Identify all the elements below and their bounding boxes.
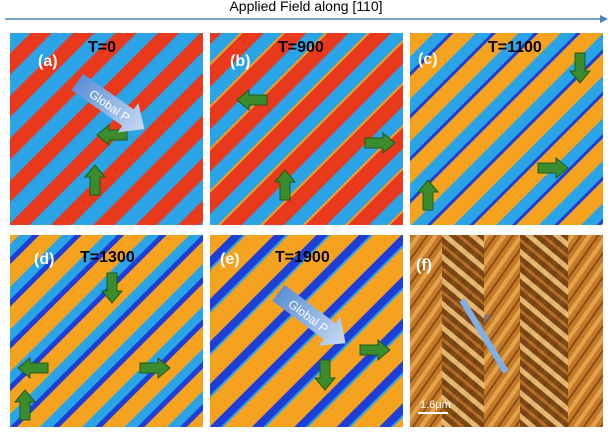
scale-label: 1.6μm [420, 399, 451, 411]
panel-caption: T=0 [88, 39, 116, 56]
panel-caption: T=1300 [80, 249, 135, 266]
afm-band [520, 235, 568, 427]
panel-label: (a) [38, 53, 58, 70]
panel-caption: T=900 [278, 39, 324, 56]
panel-c [410, 33, 603, 225]
panel-label: (b) [230, 53, 250, 70]
panel-caption: T=1900 [275, 249, 330, 266]
panel-label: (e) [220, 251, 240, 268]
figure: Applied Field along [110] Global P Globa… [0, 0, 613, 437]
panel-label: (c) [418, 51, 438, 68]
panel-caption: T=1100 [488, 39, 542, 56]
panel-label: (d) [34, 251, 54, 268]
panel-label: (f) [416, 257, 432, 274]
p-label: P [484, 314, 491, 325]
field-arrowhead [600, 15, 608, 23]
header-title: Applied Field along [110] [229, 0, 382, 14]
